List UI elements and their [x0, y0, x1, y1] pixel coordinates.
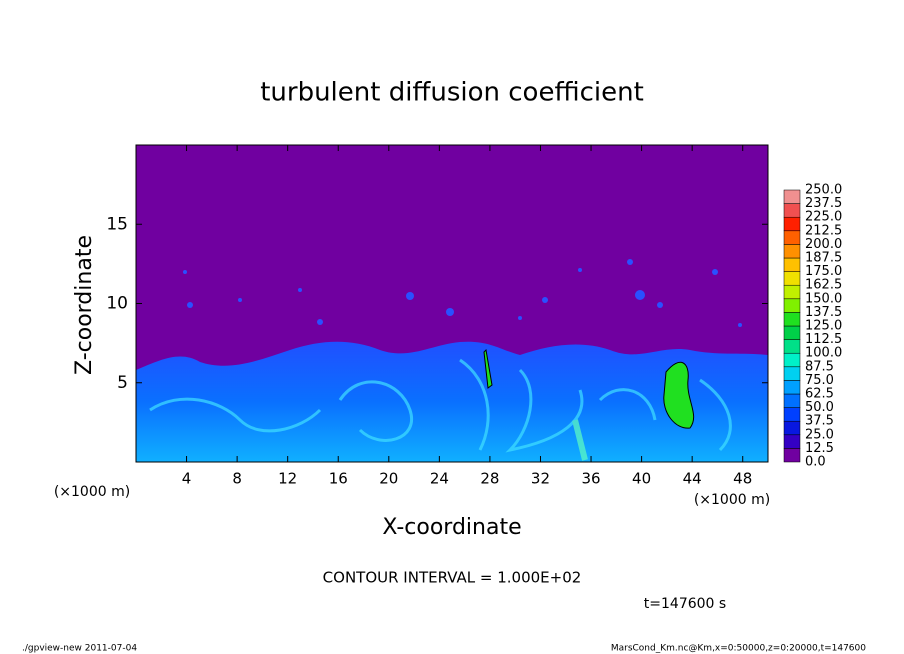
colorbar-label: 137.5 [805, 305, 842, 320]
x-axis-label: X-coordinate [382, 515, 521, 540]
colorbar-band [783, 366, 801, 381]
x-tick-label: 4 [182, 470, 192, 488]
colorbar-band [783, 393, 801, 408]
field [135, 144, 769, 463]
colorbar-band [783, 244, 801, 259]
footer-left: ./gpview-new 2011-07-04 [22, 644, 137, 654]
y-unit: (×1000 m) [54, 484, 130, 500]
x-tick-label: 8 [232, 470, 242, 488]
colorbar-label: 37.5 [805, 414, 834, 429]
x-tick-label: 48 [733, 470, 752, 488]
colorbar-label: 112.5 [805, 332, 842, 347]
y-axis-label: Z-coordinate [72, 235, 97, 375]
colorbar-band [783, 189, 801, 204]
x-tick-label: 44 [683, 470, 702, 488]
colorbar-band [783, 203, 801, 218]
colorbar-band [783, 271, 801, 286]
x-tick-label: 20 [379, 470, 398, 488]
x-tick-label: 16 [329, 470, 348, 488]
colorbar-label: 225.0 [805, 210, 842, 225]
x-tick-label: 32 [531, 470, 550, 488]
colorbar-band [783, 312, 801, 327]
colorbar-label: 87.5 [805, 359, 834, 374]
x-tick-label: 28 [480, 470, 499, 488]
colorbar-band [783, 339, 801, 354]
contour-interval: CONTOUR INTERVAL = 1.000E+02 [323, 569, 582, 587]
colorbar-label: 0.0 [805, 455, 826, 470]
colorbar-label: 125.0 [805, 319, 842, 334]
colorbar-label: 250.0 [805, 183, 842, 198]
colorbar-label: 25.0 [805, 427, 834, 442]
colorbar-band [783, 325, 801, 340]
colorbar-band [783, 216, 801, 232]
colorbar-label: 212.5 [805, 223, 842, 238]
colorbar-band [783, 284, 801, 300]
eddies [149, 358, 732, 461]
colorbar-band [783, 434, 801, 449]
colorbar-band [783, 230, 801, 245]
colorbar-band [783, 420, 801, 436]
y-tick-label: 10 [106, 294, 128, 314]
colorbar-band [783, 380, 801, 395]
chart-title: turbulent diffusion coefficient [260, 78, 644, 108]
colorbar-band [783, 257, 801, 272]
colorbar-label: 100.0 [805, 346, 842, 361]
y-tick-label: 15 [106, 214, 128, 234]
time-label: t=147600 s [644, 596, 726, 612]
specks [183, 259, 742, 327]
colorbar-band [783, 298, 801, 313]
x-tick-label: 12 [278, 470, 297, 488]
turbulent-layer [136, 341, 768, 462]
high-region [663, 361, 695, 429]
footer-right: MarsCond_Km.nc@Km,x=0:50000,z=0:20000,t=… [611, 644, 866, 654]
colorbar-band [783, 407, 801, 422]
colorbar-label: 200.0 [805, 237, 842, 252]
colorbar-band [783, 448, 801, 463]
colorbar-band [783, 352, 801, 368]
colorbar-label: 175.0 [805, 264, 842, 279]
colorbar-label: 187.5 [805, 251, 842, 266]
x-unit: (×1000 m) [694, 492, 770, 508]
colorbar-label: 162.5 [805, 278, 842, 293]
x-tick-label: 40 [632, 470, 651, 488]
x-tick-label: 24 [430, 470, 449, 488]
colorbar-label: 12.5 [805, 441, 834, 456]
colorbar-label: 50.0 [805, 400, 834, 415]
colorbar-label: 62.5 [805, 387, 834, 402]
y-tick-label: 5 [117, 373, 128, 393]
colorbar-label: 237.5 [805, 196, 842, 211]
colorbar-label: 75.0 [805, 373, 834, 388]
high-region [483, 348, 493, 389]
colorbar-label: 150.0 [805, 291, 842, 306]
x-tick-label: 36 [581, 470, 600, 488]
